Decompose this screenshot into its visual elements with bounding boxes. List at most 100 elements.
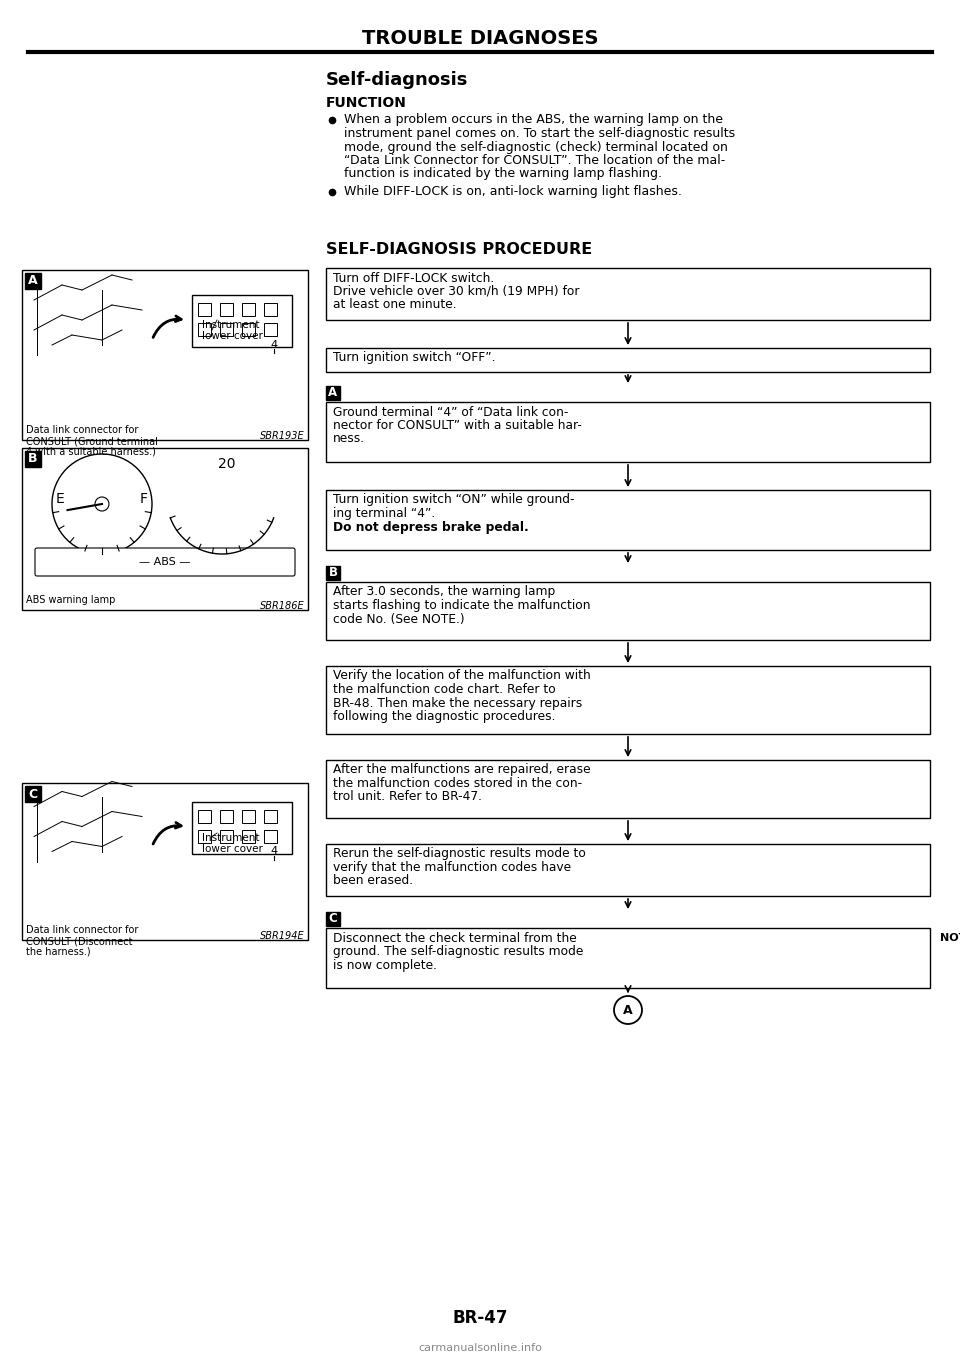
Text: Self-diagnosis: Self-diagnosis	[326, 71, 468, 90]
Text: Disconnect the check terminal from the: Disconnect the check terminal from the	[333, 932, 577, 945]
Text: When a problem occurs in the ABS, the warning lamp on the: When a problem occurs in the ABS, the wa…	[344, 114, 723, 126]
Text: Drive vehicle over 30 km/h (19 MPH) for: Drive vehicle over 30 km/h (19 MPH) for	[333, 285, 580, 297]
Text: B: B	[328, 566, 338, 580]
Text: Instrument: Instrument	[202, 320, 259, 330]
Bar	[220, 809, 233, 823]
Bar	[25, 451, 41, 467]
Text: code No. (See NOTE.): code No. (See NOTE.)	[333, 612, 465, 626]
Bar	[326, 928, 930, 989]
Text: 20: 20	[218, 458, 236, 471]
Text: the malfunction codes stored in the con-: the malfunction codes stored in the con-	[333, 777, 582, 790]
Text: FUNCTION: FUNCTION	[326, 96, 407, 110]
Bar	[242, 830, 255, 842]
Bar	[326, 665, 930, 735]
Text: 4 with a suitable harness.): 4 with a suitable harness.)	[26, 447, 156, 458]
Circle shape	[95, 497, 109, 511]
Text: the harness.): the harness.)	[26, 947, 90, 957]
Bar	[220, 303, 233, 316]
Text: is now complete.: is now complete.	[333, 959, 437, 971]
Text: Instrument: Instrument	[202, 832, 259, 843]
Bar	[198, 323, 211, 335]
Text: A: A	[328, 387, 338, 399]
Text: E: E	[56, 492, 64, 507]
Text: ABS warning lamp: ABS warning lamp	[26, 595, 115, 606]
Text: switch is turned from: switch is turned from	[940, 972, 960, 982]
Text: Rerun the self-diagnostic results mode to: Rerun the self-diagnostic results mode t…	[333, 847, 586, 861]
Text: BR-48. Then make the necessary repairs: BR-48. Then make the necessary repairs	[333, 697, 583, 709]
Text: CONSULT (Ground terminal: CONSULT (Ground terminal	[26, 436, 157, 445]
Bar	[192, 295, 292, 348]
Bar	[242, 323, 255, 335]
Bar	[25, 786, 41, 803]
Bar	[22, 448, 308, 610]
Bar	[326, 490, 930, 550]
Text: CONSULT (Disconnect: CONSULT (Disconnect	[26, 936, 132, 947]
Bar	[192, 801, 292, 853]
Bar	[22, 784, 308, 940]
Text: F: F	[140, 492, 148, 507]
Bar	[326, 268, 930, 320]
Text: ness.: ness.	[333, 432, 365, 445]
Text: following the diagnostic procedures.: following the diagnostic procedures.	[333, 710, 556, 722]
Text: SBR186E: SBR186E	[260, 602, 305, 611]
Text: at least one minute.: at least one minute.	[333, 299, 457, 311]
Bar	[326, 760, 930, 818]
Text: Data link connector for: Data link connector for	[26, 925, 138, 936]
Text: C: C	[328, 913, 337, 926]
Text: verify that the malfunction codes have: verify that the malfunction codes have	[333, 861, 571, 875]
Text: 4: 4	[271, 340, 277, 350]
Text: starts flashing to indicate the malfunction: starts flashing to indicate the malfunct…	[333, 599, 590, 612]
Text: Turn ignition switch “ON” while ground-: Turn ignition switch “ON” while ground-	[333, 493, 574, 507]
Bar	[326, 348, 930, 372]
Text: Ground terminal “4” of “Data link con-: Ground terminal “4” of “Data link con-	[333, 406, 568, 418]
Text: SBR194E: SBR194E	[260, 932, 305, 941]
Bar	[326, 583, 930, 640]
Text: B: B	[28, 452, 37, 466]
Text: Turn ignition switch “OFF”.: Turn ignition switch “OFF”.	[333, 352, 495, 364]
Text: “OFF” to “ON”, the indica-: “OFF” to “ON”, the indica-	[940, 985, 960, 995]
Text: A: A	[623, 1004, 633, 1017]
Text: ground. The self-diagnostic results mode: ground. The self-diagnostic results mode	[333, 945, 584, 957]
Text: lower cover: lower cover	[202, 331, 263, 341]
Text: the malfunction code chart. Refer to: the malfunction code chart. Refer to	[333, 683, 556, 697]
Text: tion starts flashing again.: tion starts flashing again.	[940, 998, 960, 1008]
Text: Do not depress brake pedal.: Do not depress brake pedal.	[333, 520, 529, 534]
Bar	[22, 270, 308, 440]
Text: 4: 4	[271, 846, 277, 857]
FancyBboxPatch shape	[35, 549, 295, 576]
Text: carmanualsonline.info: carmanualsonline.info	[418, 1343, 542, 1353]
Bar	[198, 809, 211, 823]
Bar	[326, 913, 340, 926]
Text: After 3.0 seconds, the warning lamp: After 3.0 seconds, the warning lamp	[333, 585, 555, 599]
Bar	[264, 303, 277, 316]
Text: TROUBLE DIAGNOSES: TROUBLE DIAGNOSES	[362, 29, 598, 48]
Text: after five minutes.: after five minutes.	[940, 947, 960, 956]
Text: — ABS —: — ABS —	[139, 557, 191, 568]
Bar	[264, 809, 277, 823]
Text: ing terminal “4”.: ing terminal “4”.	[333, 507, 435, 520]
Text: After the malfunctions are repaired, erase: After the malfunctions are repaired, era…	[333, 763, 590, 777]
Text: been erased.: been erased.	[333, 875, 413, 888]
Bar	[220, 323, 233, 335]
Bar	[242, 809, 255, 823]
Text: mode, ground the self-diagnostic (check) terminal located on: mode, ground the self-diagnostic (check)…	[344, 140, 728, 153]
Text: SBR193E: SBR193E	[260, 430, 305, 441]
Bar	[326, 386, 340, 401]
Text: “Data Link Connector for CONSULT”. The location of the mal-: “Data Link Connector for CONSULT”. The l…	[344, 153, 725, 167]
Text: nector for CONSULT” with a suitable har-: nector for CONSULT” with a suitable har-	[333, 420, 582, 432]
Bar	[220, 830, 233, 842]
Text: Verify the location of the malfunction with: Verify the location of the malfunction w…	[333, 669, 590, 683]
Bar	[326, 402, 930, 462]
Bar	[326, 566, 340, 580]
Text: A: A	[28, 274, 37, 288]
Text: However, when the ignition: However, when the ignition	[940, 959, 960, 970]
Text: trol unit. Refer to BR-47.: trol unit. Refer to BR-47.	[333, 790, 482, 804]
Text: instrument panel comes on. To start the self-diagnostic results: instrument panel comes on. To start the …	[344, 128, 735, 140]
Bar	[264, 830, 277, 842]
Text: lower cover: lower cover	[202, 845, 263, 854]
Bar	[264, 323, 277, 335]
Text: NOTE: The indication terminates: NOTE: The indication terminates	[940, 933, 960, 942]
Text: C: C	[29, 788, 37, 800]
Bar	[326, 845, 930, 896]
Text: SELF-DIAGNOSIS PROCEDURE: SELF-DIAGNOSIS PROCEDURE	[326, 243, 592, 258]
